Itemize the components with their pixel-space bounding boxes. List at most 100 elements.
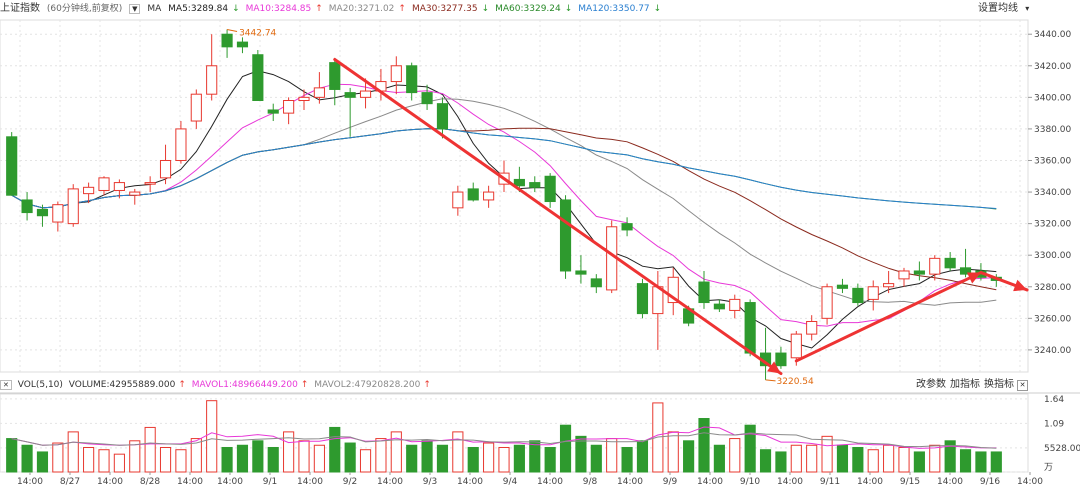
- volume-tick-label: 5528.00: [1044, 444, 1080, 454]
- volume-bar: [606, 438, 618, 473]
- candle-body: [944, 257, 956, 269]
- candle-body: [713, 303, 725, 310]
- price-tick-label: 3440.00: [1034, 30, 1071, 40]
- volume-bar: [467, 446, 479, 473]
- volume-bar: [483, 442, 495, 473]
- switch-indicator-button[interactable]: 换指标: [984, 379, 1014, 390]
- volume-ma-line: [11, 432, 997, 449]
- time-tick-label: 9/9: [663, 477, 678, 487]
- volume-tick-label: 1.64: [1044, 395, 1064, 405]
- ma-line: [11, 83, 997, 327]
- settings-button[interactable]: 设置均线 ▾: [978, 0, 1033, 18]
- candle-body: [667, 276, 679, 304]
- price-annotations: 3442.74 3220.54: [226, 28, 814, 387]
- volume-bar: [744, 424, 756, 473]
- volume-bar: [83, 446, 95, 473]
- volume-bar: [513, 444, 525, 473]
- ma-line: [11, 98, 997, 306]
- dropdown-icon[interactable]: ▼: [129, 4, 141, 14]
- candle-body: [313, 87, 325, 98]
- candle-body: [883, 283, 895, 288]
- candle-body: [144, 182, 156, 185]
- index-name: 上证指数: [0, 3, 40, 14]
- volume-bar: [221, 446, 233, 473]
- high-price-label: 3442.74: [239, 28, 276, 38]
- volume-bar: [929, 444, 941, 473]
- volume-value: VOLUME:42955889.000: [68, 380, 176, 390]
- price-panel-border: [0, 19, 1029, 373]
- ma-legend-item: MA30:3277.35: [411, 4, 478, 14]
- ma-legend-arrow: ↑: [315, 4, 323, 14]
- ma-label: MA: [147, 4, 162, 14]
- candle-body: [344, 92, 356, 98]
- candle-body: [806, 320, 818, 335]
- ma-line: [11, 128, 997, 209]
- candle-body: [190, 93, 202, 122]
- trend-arrow-shaft: [333, 57, 783, 376]
- volume-bar: [252, 440, 264, 473]
- candle-body: [913, 270, 925, 275]
- candle-body: [529, 182, 541, 188]
- add-indicator-button[interactable]: 加指标: [950, 379, 980, 390]
- volume-bar: [636, 440, 649, 473]
- candle-body: [636, 283, 649, 315]
- candle-body: [513, 178, 525, 187]
- time-tick-label: 9/2: [343, 477, 357, 487]
- candle-body: [67, 188, 79, 225]
- candle-body: [590, 278, 602, 288]
- volume-bar: [683, 440, 695, 473]
- mavol1-arrow: ↑: [300, 380, 309, 390]
- candle-body: [113, 182, 125, 191]
- price-tick-label: 3360.00: [1034, 156, 1071, 166]
- volume-ma-line: [11, 426, 997, 449]
- volume-bars: [6, 400, 1002, 473]
- ma-legend-item: MA120:3350.77: [578, 4, 650, 14]
- volume-bar: [990, 451, 1002, 473]
- volume-bar: [759, 449, 772, 473]
- candle-body: [206, 65, 218, 95]
- candle-body: [221, 33, 233, 48]
- trend-arrow-head: [966, 272, 981, 284]
- price-tick-label: 3300.00: [1034, 251, 1071, 261]
- candle-body: [436, 103, 449, 130]
- candle-body: [575, 270, 587, 275]
- ma-legend-arrow: ↓: [653, 4, 662, 14]
- candle-body: [283, 100, 295, 114]
- time-tick-label: 9/4: [503, 477, 518, 487]
- time-tick-label: 8/27: [60, 477, 80, 487]
- candle-body: [421, 92, 433, 105]
- volume-bar: [406, 444, 418, 473]
- chevron-down-icon: ▾: [1025, 4, 1030, 13]
- price-tick-label: 3400.00: [1034, 93, 1071, 103]
- candle-body: [729, 298, 741, 311]
- volume-bar: [821, 435, 833, 473]
- candle-body: [83, 186, 95, 195]
- candle-body: [559, 199, 572, 272]
- candle-body: [390, 65, 402, 83]
- close-icon[interactable]: ✕: [1017, 380, 1028, 391]
- volume-ma-lines: [11, 426, 997, 449]
- collapse-icon[interactable]: ✕: [0, 380, 12, 390]
- time-axis: 14:00 8/27 14:00 8/28 14:00 14:00 9/1 14:00 9/2 1…: [17, 472, 1043, 487]
- price-tick-label: 3320.00: [1034, 220, 1071, 230]
- candle-body: [252, 54, 264, 102]
- time-tick-label: 9/16: [980, 477, 1000, 487]
- candle-body: [775, 352, 787, 367]
- ma-legend-arrow: ↓: [481, 4, 490, 14]
- candle-body: [406, 65, 418, 94]
- low-price-label: 3220.54: [777, 377, 814, 387]
- volume-bar: [36, 451, 49, 473]
- time-tick-label: 14:00: [97, 477, 123, 487]
- change-params-button[interactable]: 改参数: [916, 379, 946, 390]
- time-tick-label: 14:00: [537, 477, 563, 487]
- volume-bar: [190, 438, 202, 473]
- trend-arrows: [333, 57, 1029, 376]
- candle-body: [544, 175, 556, 203]
- time-tick-label: 14:00: [1017, 477, 1043, 487]
- volume-bar: [544, 446, 556, 473]
- volume-tick-label: 1.09: [1044, 419, 1064, 429]
- low-pointer: [765, 379, 776, 382]
- volume-bar: [21, 444, 33, 473]
- time-tick-label: 14:00: [177, 477, 203, 487]
